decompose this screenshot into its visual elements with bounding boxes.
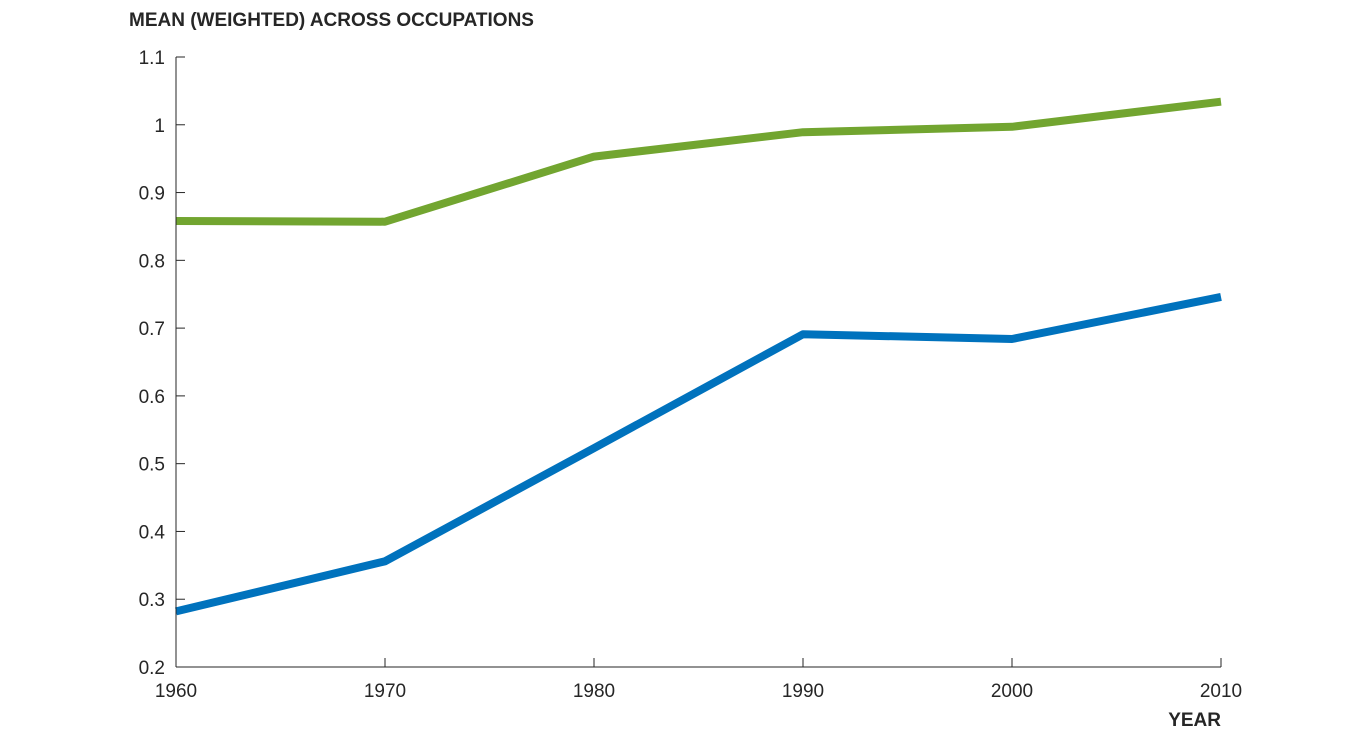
series-layer [175, 97, 1222, 616]
y-tick-label: 0.6 [139, 387, 165, 408]
y-tick-label: 1 [154, 116, 165, 137]
axes-layer: 0.2 0.3 0.4 0.5 0.6 0.7 0.8 0.9 1 1.1 1960 1970 1980… [139, 48, 1243, 702]
series-line-2 [175, 292, 1222, 616]
y-tick-label: 0.7 [139, 319, 165, 340]
y-axis-label: MEAN (WEIGHTED) ACROSS OCCUPATIONS [129, 10, 534, 31]
y-tick-label: 1.1 [139, 48, 165, 69]
x-tick-label: 1970 [364, 681, 406, 702]
x-axis-label: YEAR [1168, 710, 1221, 731]
y-tick-label: 0.4 [139, 522, 166, 543]
series-line-1 [175, 97, 1222, 226]
x-tick-label: 1980 [573, 681, 615, 702]
y-tick-label: 0.5 [139, 455, 165, 476]
y-tick-label: 0.3 [139, 590, 165, 611]
y-tick-label: 0.9 [139, 184, 165, 205]
x-tick-label: 1960 [155, 681, 197, 702]
x-tick-label: 1990 [782, 681, 824, 702]
y-tick-label: 0.2 [139, 658, 165, 679]
x-tick-label: 2000 [991, 681, 1033, 702]
y-tick-label: 0.8 [139, 251, 165, 272]
x-tick-label: 2010 [1200, 681, 1242, 702]
